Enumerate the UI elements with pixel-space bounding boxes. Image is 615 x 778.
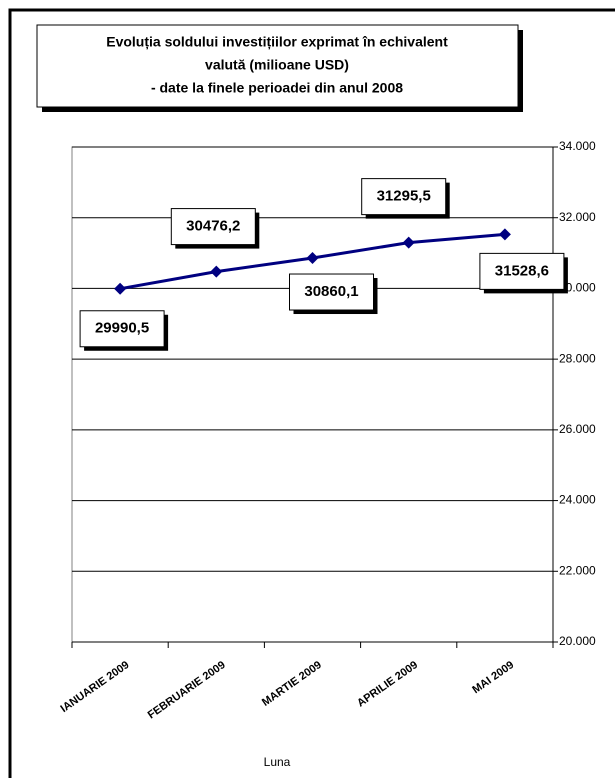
label-box [289,273,374,311]
y-tick-label: 22.000 [559,563,596,577]
y-tick-label: 30.000 [559,281,596,295]
y-tick-label: 32.000 [559,210,596,224]
data-point [210,265,223,278]
data-label: 31295,5 [377,188,431,205]
data-point [498,228,511,241]
chart-title: - date la finele perioadei din anul 2008 [151,80,403,96]
y-tick-label: 26.000 [559,422,596,436]
data-label: 30476,2 [186,218,240,235]
data-point [114,282,127,295]
data-label: 30860,1 [304,283,358,300]
y-tick-label: 24.000 [559,493,596,507]
x-axis-label: Luna [264,755,291,769]
plot-area [71,146,554,643]
y-tick-label: 20.000 [559,634,596,648]
y-tick-label: 34.000 [559,139,596,153]
data-label: 31528,6 [495,262,549,279]
title-box [36,24,519,108]
data-label: 29990,5 [95,320,149,337]
chart-title: Evoluția soldului investițiilor exprimat… [106,34,448,50]
label-box [79,310,165,348]
label-box [361,178,447,216]
y-tick-label: 28.000 [559,351,596,365]
chart-title: valută (milioane USD) [205,57,349,73]
label-box [170,208,256,246]
label-box [479,252,565,290]
data-point [402,236,415,249]
data-point [306,252,319,265]
